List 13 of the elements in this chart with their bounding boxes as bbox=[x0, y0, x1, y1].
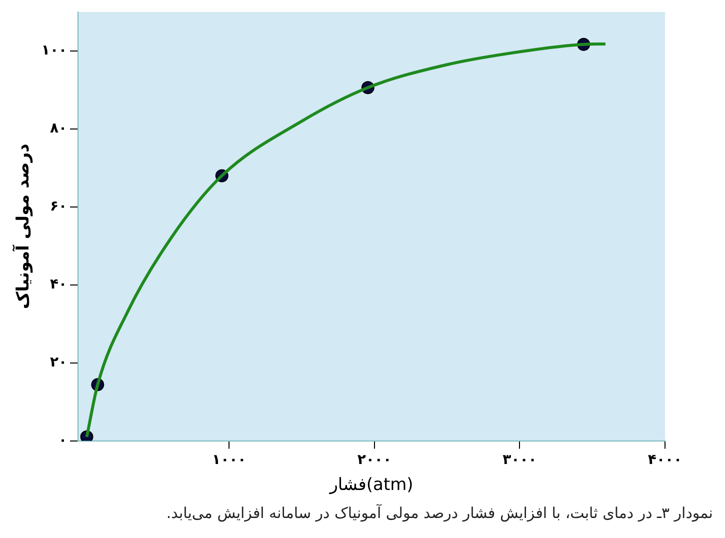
text: نمودار ۳ـ در دمای ثابت، با افزایش فشار درصد مولی آمونیاک در سامانه افزایش می‌یابد. bbox=[165, 503, 714, 522]
y-tick-label: ۰ bbox=[58, 432, 68, 448]
x-tick-label: ۳۰۰۰ bbox=[502, 452, 537, 468]
y-tick-label: ۶۰ bbox=[50, 198, 68, 215]
x-tick-label: ۴۰۰۰ bbox=[648, 452, 682, 468]
y-axis-title: درصد مولی آمونیاک bbox=[12, 143, 34, 310]
y-tick-label: ۲۰ bbox=[50, 354, 68, 370]
y-tick-label: ۸۰ bbox=[50, 120, 68, 137]
y-tick-label: ۱۰۰ bbox=[41, 42, 68, 59]
x-tick-label: ۲۰۰۰ bbox=[357, 452, 392, 468]
x-axis-title: فشار(atm) bbox=[328, 475, 414, 496]
y-tick-label: ۴۰ bbox=[50, 276, 68, 293]
x-tick-label: ۱۰۰۰ bbox=[212, 452, 246, 468]
